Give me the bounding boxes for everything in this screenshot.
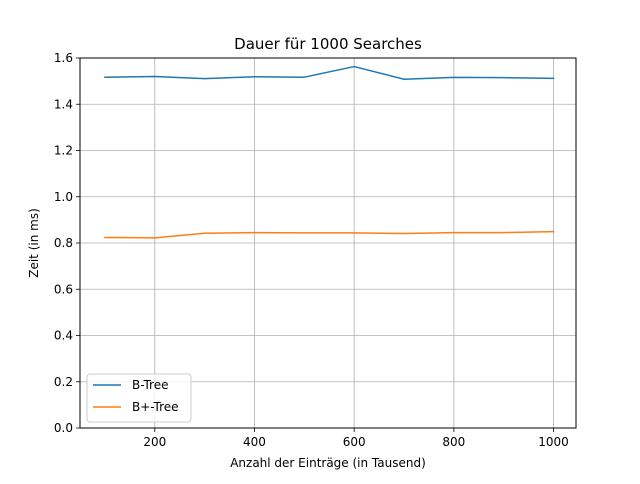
legend-label-b-tree: B-Tree: [132, 378, 168, 392]
x-tick-label: 600: [343, 435, 366, 449]
y-tick-label: 0.4: [54, 329, 73, 343]
legend: B-Tree B+-Tree: [86, 373, 192, 423]
y-tick-label: 1.2: [54, 144, 73, 158]
y-tick-label: 0.8: [54, 236, 73, 250]
legend-box: [86, 373, 192, 423]
x-tick-label: 1000: [538, 435, 569, 449]
x-axis-label: Anzahl der Einträge (in Tausend): [230, 456, 426, 470]
y-tick-label: 0.6: [54, 282, 73, 296]
chart-title: Dauer für 1000 Searches: [234, 35, 422, 53]
y-tick-label: 1.4: [54, 97, 73, 111]
x-tick-label: 800: [442, 435, 465, 449]
series-line-b-tree: [104, 65, 555, 81]
x-tick-label: 200: [143, 435, 166, 449]
y-axis-label: Zeit (in ms): [27, 208, 41, 278]
series-lines: [104, 65, 555, 239]
y-tick-label: 1.0: [54, 190, 73, 204]
x-tick-label: 400: [243, 435, 266, 449]
legend-label-b-plus-tree: B+-Tree: [132, 400, 179, 414]
axis-ticks: 200 400 600 800 1000 0.0 0.2 0.4 0.6 0.8 1.0 1.2 1.4…: [54, 51, 569, 449]
y-tick-label: 1.6: [54, 51, 73, 65]
y-tick-label: 0.0: [54, 421, 73, 435]
y-tick-label: 0.2: [54, 375, 73, 389]
series-line-b-plus-tree: [104, 230, 555, 239]
